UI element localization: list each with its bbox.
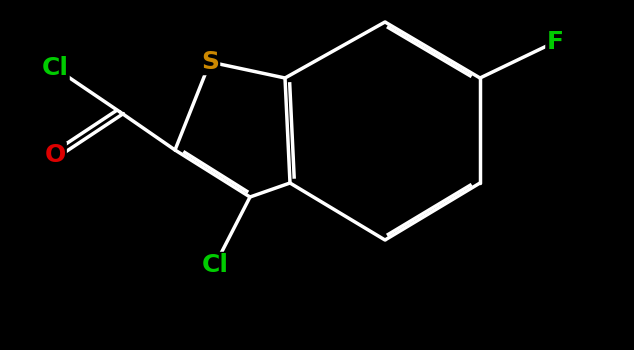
Text: Cl: Cl xyxy=(41,56,68,80)
Text: O: O xyxy=(44,143,66,167)
Text: Cl: Cl xyxy=(202,253,228,277)
Text: S: S xyxy=(201,50,219,74)
Text: F: F xyxy=(547,30,564,54)
